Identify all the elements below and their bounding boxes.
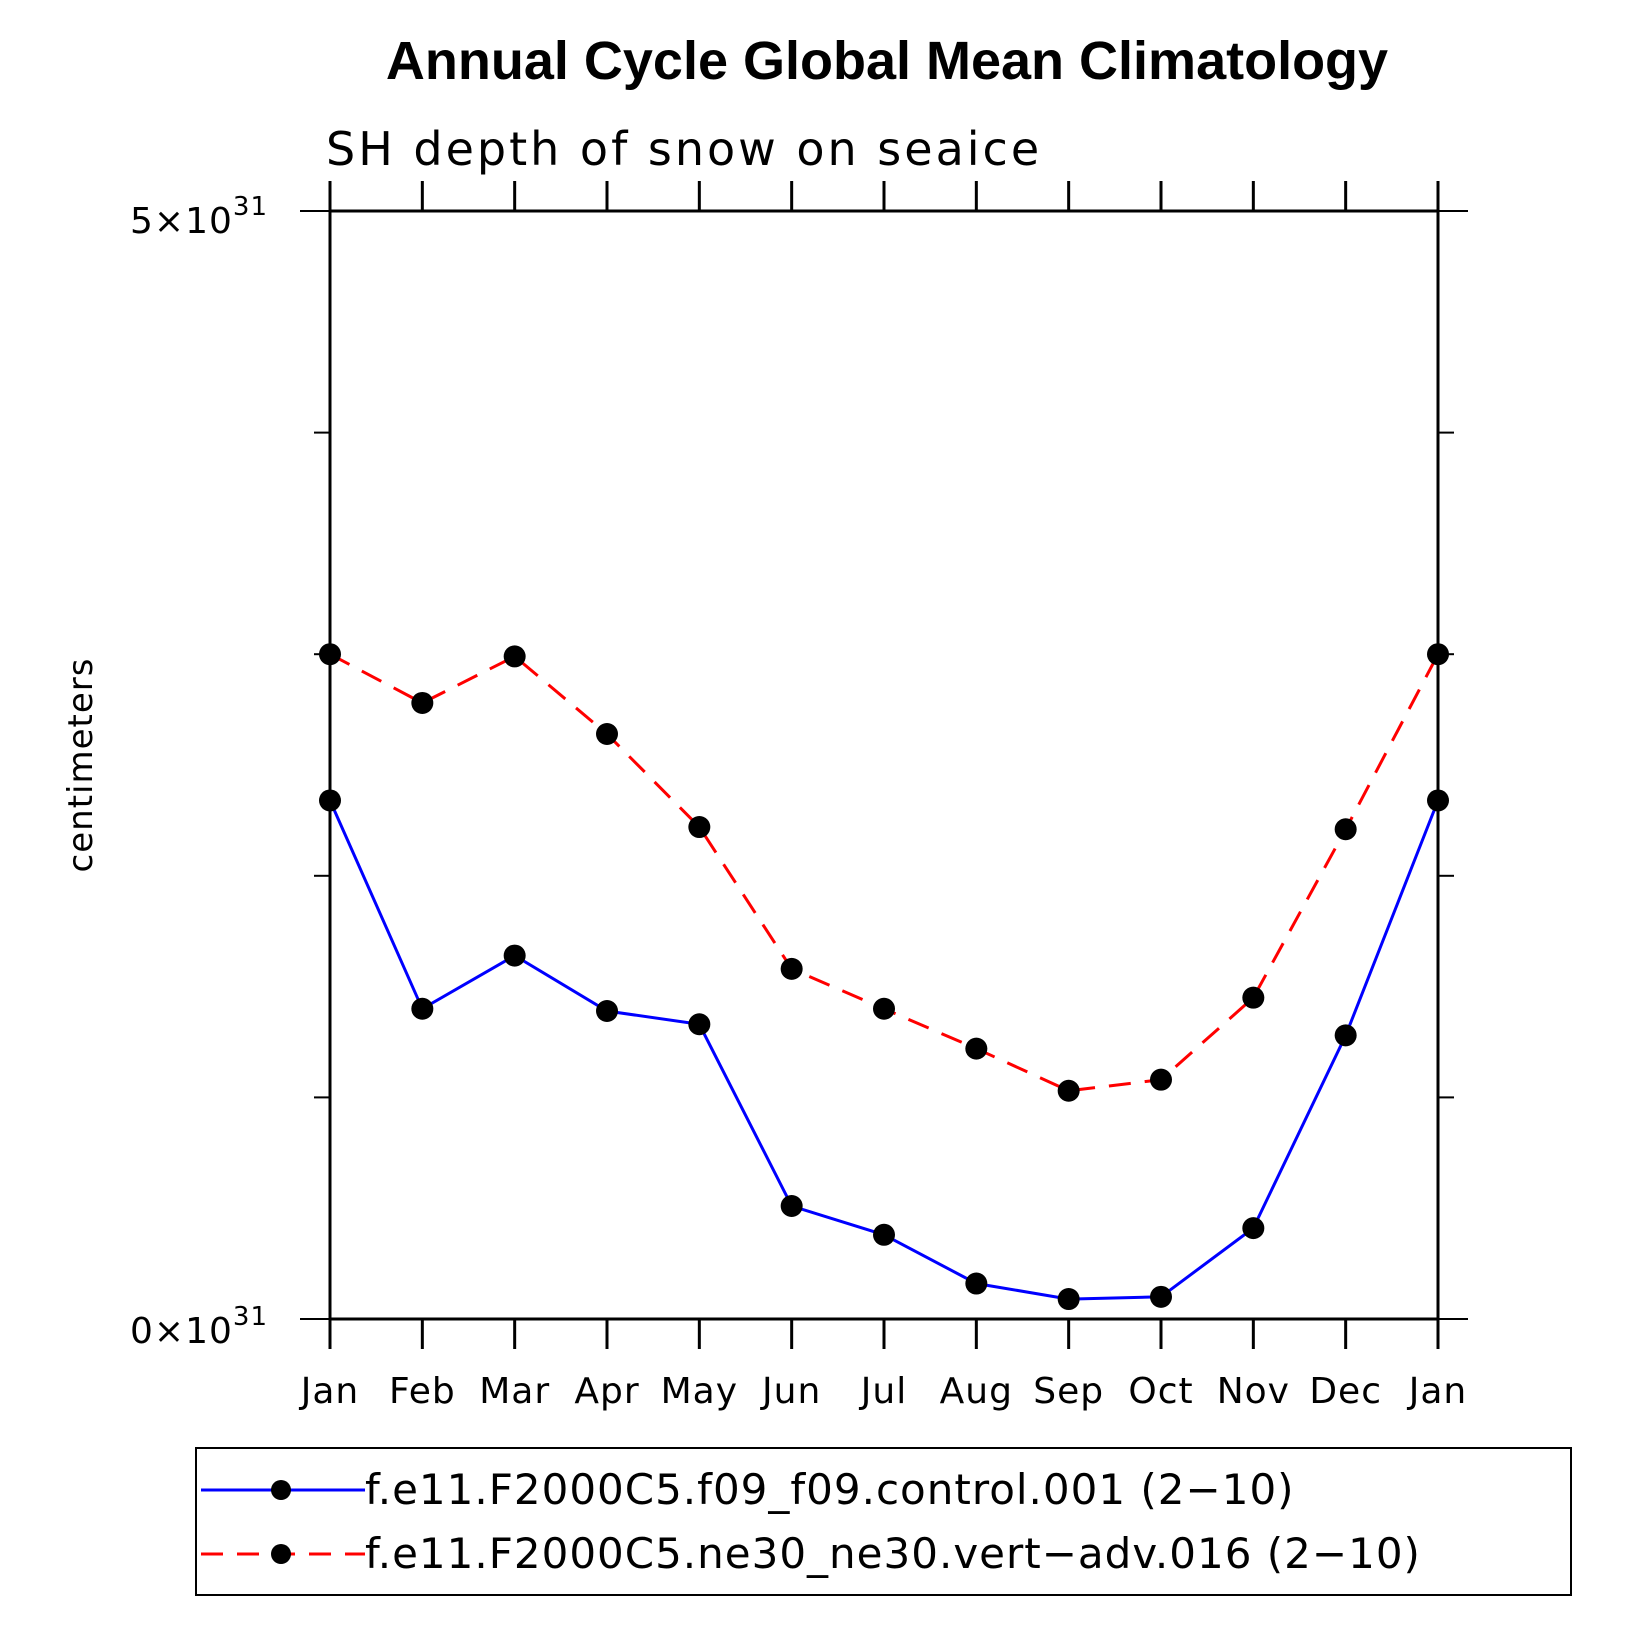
x-tick-label-1: Feb	[389, 1371, 456, 1412]
series-1-point-4	[688, 1013, 711, 1036]
series-1-point-3	[596, 999, 618, 1022]
x-tick-label-3: Apr	[574, 1371, 639, 1412]
series-1-point-5	[780, 1194, 803, 1217]
series-2-point-5	[780, 957, 803, 980]
x-tick-label-7: Aug	[940, 1371, 1013, 1412]
y-tick-label-bottom: 0×1031	[130, 1302, 268, 1352]
legend-label-series-1: f.e11.F2000C5.f09_f09.control.001 (2−10)	[365, 1465, 1295, 1514]
series-2-point-2	[503, 645, 526, 668]
series-1-point-7	[965, 1272, 988, 1295]
series-1-point-9	[1150, 1285, 1172, 1308]
plot-frame	[328, 209, 1440, 1321]
x-tick-label-5: Jun	[760, 1371, 821, 1412]
y-axis-label: centimeters	[61, 658, 101, 873]
chart-title: Annual Cycle Global Mean Climatology	[386, 31, 1388, 91]
x-tick-label-4: May	[661, 1371, 738, 1412]
legend-label-series-2: f.e11.F2000C5.ne30_ne30.vert−adv.016 (2−…	[365, 1529, 1421, 1578]
series-2-point-4	[688, 816, 711, 839]
series-2-point-3	[596, 722, 618, 745]
legend-marker-series-1	[271, 1480, 291, 1500]
x-tick-labels: Jan Feb Mar Apr May Jun Jul Aug Sep Oct Nov Dec Jan	[299, 1371, 1468, 1412]
series-2-point-8	[1057, 1079, 1080, 1102]
x-tick-label-6: Jul	[859, 1371, 907, 1412]
chart-subtitle: SH depth of snow on seaice	[326, 122, 1042, 176]
x-tick-label-8: Sep	[1033, 1371, 1104, 1412]
series-2-point-10	[1242, 986, 1265, 1009]
legend-box	[195, 1447, 1572, 1596]
series-2-point-9	[1150, 1068, 1172, 1091]
series-2-point-6	[873, 997, 895, 1020]
legend-marker-series-2	[271, 1544, 291, 1564]
series-1-point-11	[1334, 1024, 1357, 1047]
x-tick-label-11: Dec	[1309, 1371, 1382, 1412]
series-1-point-2	[503, 944, 526, 967]
x-tick-label-10: Nov	[1217, 1371, 1290, 1412]
series-2-point-7	[965, 1037, 988, 1060]
legend: f.e11.F2000C5.f09_f09.control.001 (2−10)…	[195, 1447, 1572, 1596]
x-tick-label-9: Oct	[1128, 1371, 1193, 1412]
series-2-point-1	[411, 691, 434, 714]
y-tick-label-top: 5×1031	[130, 192, 268, 242]
series-layer	[319, 643, 1449, 1311]
series-1-point-8	[1057, 1288, 1080, 1311]
series-2-point-11	[1334, 818, 1357, 841]
series-1-point-6	[873, 1223, 895, 1246]
x-tick-label-2: Mar	[479, 1371, 550, 1412]
series-line-2	[329, 652, 1440, 1093]
x-tick-label-0: Jan	[299, 1371, 360, 1412]
x-tick-label-12: Jan	[1407, 1371, 1468, 1412]
series-1-point-1	[411, 997, 434, 1020]
y-tick-labels: 5×1031 0×1031	[130, 192, 268, 1352]
series-1-point-10	[1242, 1217, 1265, 1240]
axis-ticks	[300, 181, 1468, 1349]
